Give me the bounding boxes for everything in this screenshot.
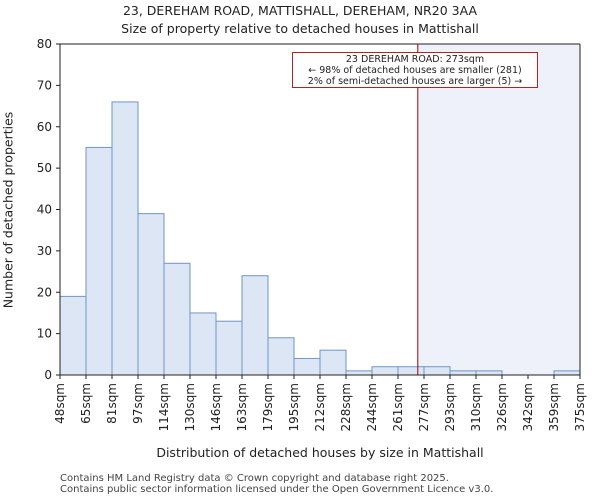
x-tick-label: 359sqm: [547, 383, 561, 431]
histogram-bar: [319, 349, 347, 376]
x-tick-label: 228sqm: [339, 383, 353, 431]
x-tick-label: 48sqm: [53, 383, 67, 424]
y-tick-label: 10: [37, 327, 52, 341]
annotation-line-1: 23 DEREHAM ROAD: 273sqm: [345, 54, 485, 65]
histogram-bar: [85, 146, 113, 376]
y-tick-label: 40: [37, 203, 52, 217]
annotation-line-2: ← 98% of detached houses are smaller (28…: [308, 65, 522, 76]
histogram-bar: [189, 312, 217, 376]
footer-line-2: Contains public sector information licen…: [60, 484, 494, 495]
histogram-bar: [475, 370, 503, 376]
x-tick-label: 212sqm: [313, 383, 327, 431]
x-tick-label: 65sqm: [79, 383, 93, 424]
y-tick-label: 60: [37, 120, 52, 134]
x-tick-label: 114sqm: [157, 383, 171, 431]
histogram-bar: [553, 370, 581, 376]
histogram-bar: [371, 366, 399, 376]
y-tick-label: 0: [44, 368, 52, 382]
x-tick-label: 326sqm: [495, 383, 509, 431]
y-tick-label: 20: [37, 285, 52, 299]
histogram-bar: [137, 213, 165, 376]
histogram-bar: [215, 320, 243, 376]
footer-line-1: Contains HM Land Registry data © Crown c…: [60, 473, 449, 484]
x-tick-label: 310sqm: [469, 383, 483, 431]
x-tick-label: 293sqm: [443, 383, 457, 431]
chart-subtitle: Size of property relative to detached ho…: [121, 21, 479, 36]
histogram-bar: [449, 370, 477, 376]
x-tick-label: 277sqm: [417, 383, 431, 431]
annotation-line-3: 2% of semi-detached houses are larger (5…: [307, 76, 523, 87]
y-tick-label: 50: [37, 161, 52, 175]
histogram-bar: [423, 366, 451, 376]
x-tick-label: 195sqm: [287, 383, 301, 431]
x-tick-label: 163sqm: [235, 383, 249, 431]
x-tick-label: 244sqm: [365, 383, 379, 431]
x-tick-label: 342sqm: [521, 383, 535, 431]
histogram-bar: [59, 295, 87, 376]
x-tick-label: 130sqm: [183, 383, 197, 431]
histogram-bar: [163, 262, 191, 376]
x-tick-label: 97sqm: [131, 383, 145, 424]
histogram-bar: [111, 101, 139, 376]
x-tick-label: 261sqm: [391, 383, 405, 431]
y-axis-label: Number of detached properties: [0, 111, 16, 309]
x-tick-label: 375sqm: [573, 383, 587, 431]
histogram-bar: [241, 275, 269, 376]
x-tick-label: 81sqm: [105, 383, 119, 424]
y-tick-label: 30: [37, 244, 52, 258]
larger-region-shade: [417, 44, 580, 375]
x-tick-label: 146sqm: [209, 383, 223, 431]
histogram-bar: [293, 357, 321, 376]
property-annotation-box: 23 DEREHAM ROAD: 273sqm ← 98% of detache…: [292, 52, 538, 88]
chart-title: 23, DEREHAM ROAD, MATTISHALL, DEREHAM, N…: [122, 3, 478, 18]
histogram-bar: [397, 366, 425, 376]
y-tick-label: 80: [37, 37, 52, 51]
x-axis-label: Distribution of detached houses by size …: [156, 445, 484, 460]
histogram-bar: [345, 370, 373, 376]
histogram-bar: [267, 337, 295, 376]
y-tick-label: 70: [37, 78, 52, 92]
x-tick-label: 179sqm: [261, 383, 275, 431]
